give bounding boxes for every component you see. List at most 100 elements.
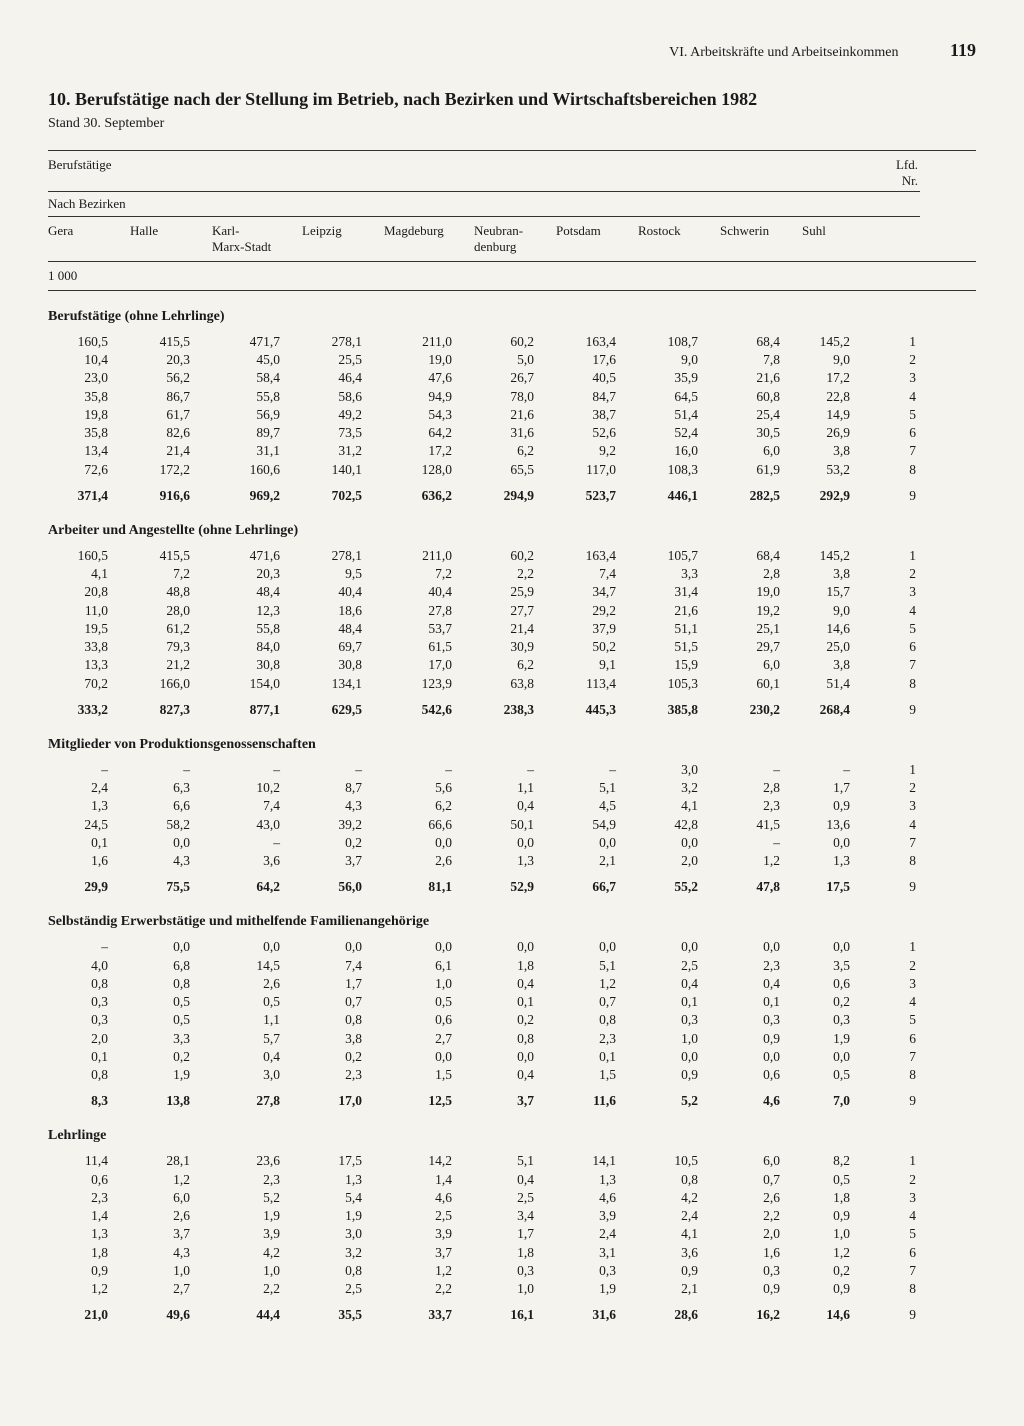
cell: 49,2 bbox=[302, 406, 384, 424]
cell: 84,0 bbox=[212, 638, 302, 656]
table-row: 11,428,123,617,514,25,114,110,56,08,21 bbox=[48, 1152, 976, 1170]
cell: 1,6 bbox=[720, 1244, 802, 1262]
cell: 278,1 bbox=[302, 547, 384, 565]
table-row: –0,00,00,00,00,00,00,00,00,01 bbox=[48, 938, 976, 956]
cell: 0,4 bbox=[474, 975, 556, 993]
cell: 2,5 bbox=[384, 1207, 474, 1225]
cell: 542,6 bbox=[384, 701, 474, 719]
cell: 108,3 bbox=[638, 461, 720, 479]
cell: 1,7 bbox=[802, 779, 872, 797]
total-row: 29,975,564,256,081,152,966,755,247,817,5… bbox=[48, 878, 976, 896]
cell: 20,3 bbox=[212, 565, 302, 583]
table-title: 10. Berufstätige nach der Stellung im Be… bbox=[48, 89, 976, 110]
row-number: 9 bbox=[872, 701, 922, 719]
cell: 23,0 bbox=[48, 369, 130, 387]
cell: 22,8 bbox=[802, 388, 872, 406]
cell: 3,6 bbox=[638, 1244, 720, 1262]
cell: 33,7 bbox=[384, 1306, 474, 1324]
cell: 268,4 bbox=[802, 701, 872, 719]
row-number: 2 bbox=[872, 957, 922, 975]
row-number: 1 bbox=[872, 761, 922, 779]
cell: 1,4 bbox=[48, 1207, 130, 1225]
cell: 3,7 bbox=[384, 1244, 474, 1262]
cell: 2,3 bbox=[720, 957, 802, 975]
cell: 27,7 bbox=[474, 602, 556, 620]
cell: 0,0 bbox=[212, 938, 302, 956]
cell: 48,4 bbox=[212, 583, 302, 601]
column-header: Neubran- denburg bbox=[474, 223, 556, 255]
table-row: 0,30,50,50,70,50,10,70,10,10,24 bbox=[48, 993, 976, 1011]
cell: 2,3 bbox=[212, 1171, 302, 1189]
cell: 81,1 bbox=[384, 878, 474, 896]
cell: 0,9 bbox=[802, 1207, 872, 1225]
cell: 16,1 bbox=[474, 1306, 556, 1324]
cell: 4,1 bbox=[638, 1225, 720, 1243]
cell: 37,9 bbox=[556, 620, 638, 638]
cell: 35,8 bbox=[48, 388, 130, 406]
header-sub-row: Nach Bezirken bbox=[48, 192, 976, 216]
cell: 0,4 bbox=[212, 1048, 302, 1066]
cell: 629,5 bbox=[302, 701, 384, 719]
row-number: 1 bbox=[872, 1152, 922, 1170]
cell: 54,3 bbox=[384, 406, 474, 424]
header-group-row: Berufstätige Lfd. Nr. bbox=[48, 151, 976, 191]
cell: 66,6 bbox=[384, 816, 474, 834]
cell: 69,7 bbox=[302, 638, 384, 656]
cell: 140,1 bbox=[302, 461, 384, 479]
cell: 72,6 bbox=[48, 461, 130, 479]
table-row: 1,64,33,63,72,61,32,12,01,21,38 bbox=[48, 852, 976, 870]
table-row: 72,6172,2160,6140,1128,065,5117,0108,361… bbox=[48, 461, 976, 479]
table-row: 1,84,34,23,23,71,83,13,61,61,26 bbox=[48, 1244, 976, 1262]
row-number: 2 bbox=[872, 1171, 922, 1189]
cell: 211,0 bbox=[384, 547, 474, 565]
cell: 0,0 bbox=[638, 834, 720, 852]
cell: 172,2 bbox=[130, 461, 212, 479]
cell: 4,3 bbox=[130, 852, 212, 870]
cell: 2,3 bbox=[556, 1030, 638, 1048]
table-row: 160,5415,5471,6278,1211,060,2163,4105,76… bbox=[48, 547, 976, 565]
cell: 3,5 bbox=[802, 957, 872, 975]
cell: 10,2 bbox=[212, 779, 302, 797]
cell: 20,3 bbox=[130, 351, 212, 369]
page-number: 119 bbox=[950, 40, 976, 60]
cell: 64,5 bbox=[638, 388, 720, 406]
cell: 0,0 bbox=[720, 938, 802, 956]
cell: 84,7 bbox=[556, 388, 638, 406]
cell: 10,5 bbox=[638, 1152, 720, 1170]
cell: 1,2 bbox=[720, 852, 802, 870]
table-row: 33,879,384,069,761,530,950,251,529,725,0… bbox=[48, 638, 976, 656]
cell: 30,8 bbox=[302, 656, 384, 674]
cell: 2,2 bbox=[212, 1280, 302, 1298]
cell: 28,1 bbox=[130, 1152, 212, 1170]
cell: 6,2 bbox=[474, 442, 556, 460]
cell: 42,8 bbox=[638, 816, 720, 834]
cell: 6,0 bbox=[720, 656, 802, 674]
cell: 0,0 bbox=[802, 834, 872, 852]
cell: 79,3 bbox=[130, 638, 212, 656]
cell: 8,2 bbox=[802, 1152, 872, 1170]
cell: 0,0 bbox=[384, 834, 474, 852]
cell: 292,9 bbox=[802, 487, 872, 505]
cell: 163,4 bbox=[556, 333, 638, 351]
table-row: 0,10,0–0,20,00,00,00,0–0,07 bbox=[48, 834, 976, 852]
cell: 0,8 bbox=[48, 975, 130, 993]
cell: 0,0 bbox=[556, 938, 638, 956]
cell: 21,0 bbox=[48, 1306, 130, 1324]
cell: 6,2 bbox=[384, 797, 474, 815]
cell: 2,8 bbox=[720, 565, 802, 583]
cell: 1,5 bbox=[556, 1066, 638, 1084]
cell: 471,6 bbox=[212, 547, 302, 565]
cell: 65,5 bbox=[474, 461, 556, 479]
cell: 5,2 bbox=[212, 1189, 302, 1207]
cell: 0,6 bbox=[48, 1171, 130, 1189]
row-number: 3 bbox=[872, 797, 922, 815]
cell: 14,6 bbox=[802, 620, 872, 638]
table-row: 0,81,93,02,31,50,41,50,90,60,58 bbox=[48, 1066, 976, 1084]
table-row: 19,561,255,848,453,721,437,951,125,114,6… bbox=[48, 620, 976, 638]
cell: 0,0 bbox=[384, 938, 474, 956]
cell: 2,5 bbox=[638, 957, 720, 975]
cell: 26,7 bbox=[474, 369, 556, 387]
cell: 1,2 bbox=[802, 1244, 872, 1262]
cell: 17,2 bbox=[384, 442, 474, 460]
cell: 0,0 bbox=[130, 834, 212, 852]
